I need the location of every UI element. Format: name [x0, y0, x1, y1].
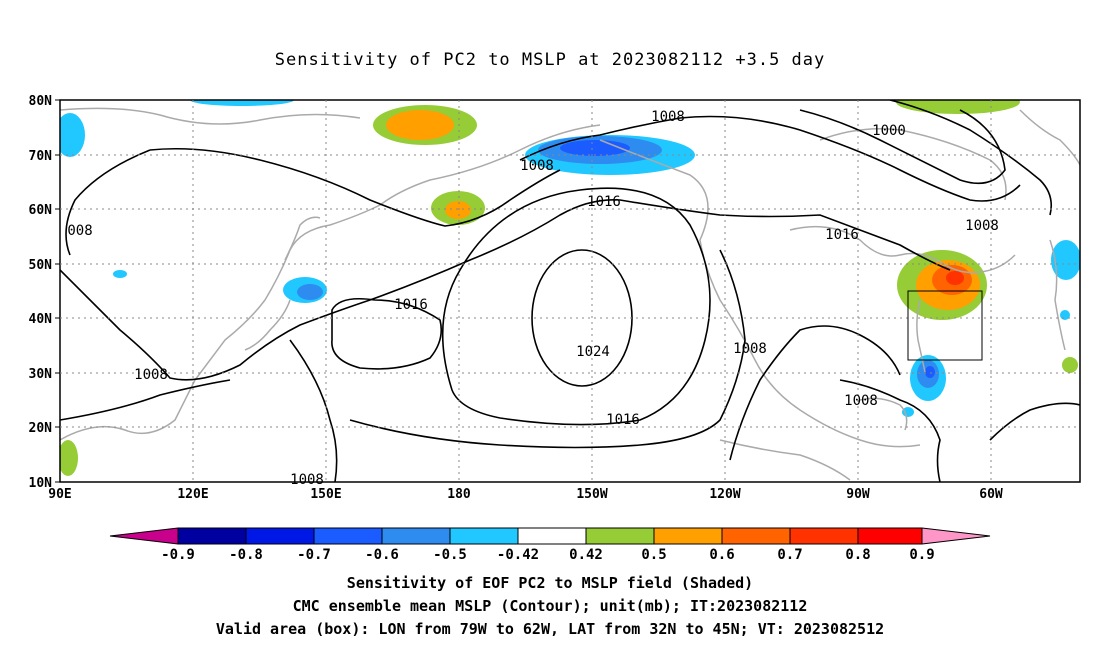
lat-tick-label: 40N — [29, 312, 53, 327]
colorbar-swatch — [314, 528, 382, 544]
contour-label: 1016 — [825, 227, 859, 243]
colorbar-label: -0.7 — [297, 547, 331, 563]
lon-tick-label: 90E — [48, 487, 71, 502]
contour-label: 1008 — [134, 367, 168, 383]
colorbar-label: 0.7 — [777, 547, 802, 563]
lat-tick-label: 60N — [29, 203, 53, 218]
contour-label: 1016 — [606, 412, 640, 428]
colorbar-label: -0.6 — [365, 547, 399, 563]
colorbar-swatch — [858, 528, 922, 544]
lon-tick-label: 120E — [177, 487, 208, 502]
lon-tick-label: 120W — [709, 487, 740, 502]
map-title: Sensitivity of PC2 to MSLP at 2023082112… — [274, 50, 826, 70]
colorbar-label: 0.5 — [641, 547, 666, 563]
colorbar-label: 0.42 — [569, 547, 603, 563]
coastlines — [60, 107, 1080, 481]
contour-label: 008 — [67, 223, 92, 239]
contour-label: 1000 — [872, 123, 906, 139]
colorbar-label: -0.9 — [161, 547, 195, 563]
colorbar-swatch — [790, 528, 858, 544]
contour-label: 1008 — [290, 472, 324, 488]
colorbar-label: 0.9 — [909, 547, 934, 563]
colorbar-swatch — [586, 528, 654, 544]
colorbar-swatch — [246, 528, 314, 544]
colorbar — [109, 527, 991, 545]
contour-label: 1024 — [576, 344, 610, 360]
colorbar-swatch — [654, 528, 722, 544]
map-frame — [59, 99, 1081, 483]
lat-tick-label: 50N — [29, 258, 53, 273]
lat-tick-label: 30N — [29, 367, 53, 382]
lon-tick-label: 60W — [979, 487, 1003, 502]
lon-tick-label: 150W — [576, 487, 607, 502]
colorbar-swatch — [382, 528, 450, 544]
contour-label: 1016 — [394, 297, 428, 313]
contour-label: 1008 — [965, 218, 999, 234]
contour-label: 1008 — [844, 393, 878, 409]
caption-line-contour: CMC ensemble mean MSLP (Contour); unit(m… — [292, 597, 808, 615]
lat-tick-label: 20N — [29, 421, 53, 436]
lat-tick-label: 80N — [29, 94, 53, 109]
lat-tick-label: 10N — [29, 476, 53, 491]
gridlines — [60, 100, 1080, 482]
colorbar-swatch — [110, 528, 178, 544]
colorbar-swatch — [922, 528, 990, 544]
lon-tick-label: 150E — [310, 487, 341, 502]
colorbar-label: -0.8 — [229, 547, 263, 563]
colorbar-swatch — [722, 528, 790, 544]
colorbar-label: 0.6 — [709, 547, 734, 563]
lon-tick-label: 180 — [447, 487, 471, 502]
caption-line-shaded: Sensitivity of EOF PC2 to MSLP field (Sh… — [346, 574, 754, 592]
contour-label: 1008 — [733, 341, 767, 357]
caption-line-valid-area: Valid area (box): LON from 79W to 62W, L… — [215, 620, 885, 638]
colorbar-label: -0.42 — [497, 547, 539, 563]
colorbar-label: -0.5 — [433, 547, 467, 563]
colorbar-swatch — [178, 528, 246, 544]
colorbar-swatch — [518, 528, 586, 544]
valid-area-box — [907, 290, 983, 361]
colorbar-label: 0.8 — [845, 547, 870, 563]
contour-label: 1008 — [651, 109, 685, 125]
mslp-contours — [60, 100, 1080, 482]
contour-label: 1008 — [520, 158, 554, 174]
lat-tick-label: 70N — [29, 149, 53, 164]
colorbar-swatch — [450, 528, 518, 544]
contour-label: 1016 — [587, 194, 621, 210]
lon-tick-label: 90W — [846, 487, 870, 502]
